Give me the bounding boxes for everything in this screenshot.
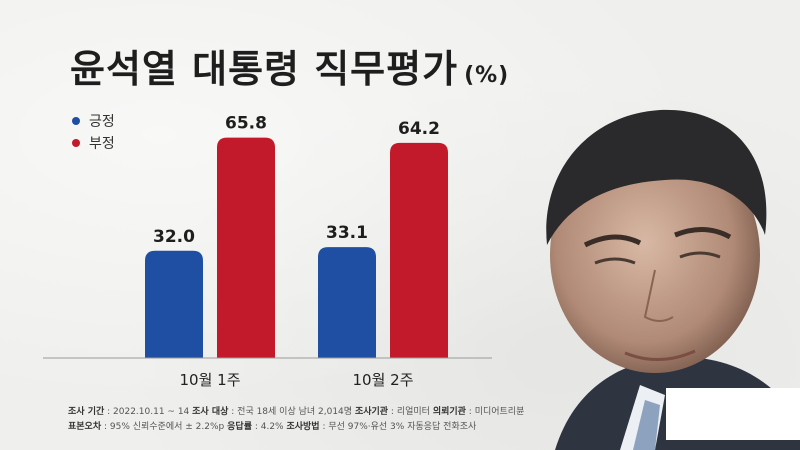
bar-negative [390,142,448,358]
x-tick-label: 10월 1주 [180,371,241,389]
data-label: 32.0 [153,227,195,247]
chart-title: 윤석열 대통령 직무평가 (%) [70,38,509,93]
footer-value: : 무선 97%·유선 3% 자동응답 전화조사 [319,422,477,432]
legend-item-positive: 긍정 [72,110,115,132]
footer-value: : 2022.10.11 ~ 14 [104,407,193,417]
footer-label: 조사 대상 [192,407,229,417]
legend-dot-positive [72,117,80,125]
legend-label-positive: 긍정 [89,114,115,130]
footer-label: 의뢰기관 [432,407,466,417]
bar-negative [217,137,275,358]
footer-label: 조사기관 [354,407,389,417]
data-label: 65.8 [225,114,267,134]
x-tick-label: 10월 2주 [353,371,414,389]
footer-value: : 전국 18세 이상 남녀 2,014명 [228,407,355,417]
bar-positive [145,250,203,358]
bar-positive [318,247,376,358]
footer-label: 응답률 [227,422,252,432]
portrait-photo [546,109,800,450]
footer-value: : 리얼미터 [388,407,433,417]
legend-item-negative: 부정 [72,132,115,154]
data-label: 33.1 [326,223,368,243]
footer-value: : 4.2% [251,422,287,432]
legend-dot-negative [72,139,80,147]
title-unit: (%) [464,63,510,88]
legend-label-negative: 부정 [89,136,115,152]
footer-line-2: 표본오차 : 95% 신뢰수준에서 ± 2.2%p 응답률 : 4.2% 조사방… [68,420,524,435]
survey-footer: 조사 기간 : 2022.10.11 ~ 14 조사 대상 : 전국 18세 이… [68,405,524,435]
legend: 긍정 부정 [72,110,115,154]
footer-line-1: 조사 기간 : 2022.10.11 ~ 14 조사 대상 : 전국 18세 이… [68,405,524,420]
footer-value: : 95% 신뢰수준에서 ± 2.2%p [101,422,228,432]
footer-value: : 미디어트리뷴 [465,407,525,417]
footer-label: 표본오차 [68,422,102,432]
footer-label: 조사 기간 [68,407,105,417]
data-label: 64.2 [398,119,440,139]
overlay-box [666,388,800,440]
title-main: 윤석열 대통령 직무평가 [70,47,459,91]
footer-label: 조사방법 [286,422,320,432]
